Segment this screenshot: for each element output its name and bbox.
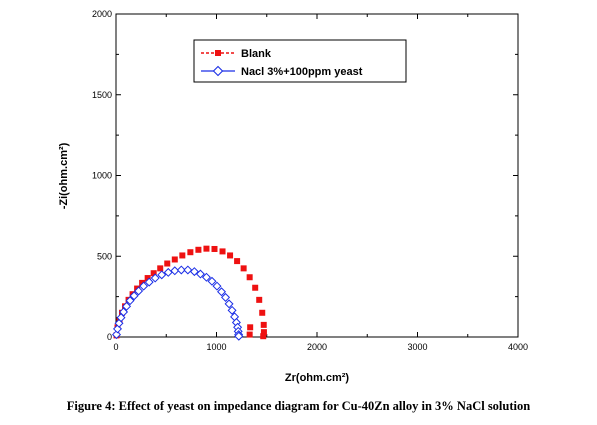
data-point-blank (164, 260, 171, 267)
data-point-blank (211, 245, 218, 252)
data-point-blank (256, 296, 263, 303)
data-point-yeast (207, 276, 217, 286)
data-point-yeast (150, 273, 160, 283)
data-point-yeast (221, 292, 231, 302)
data-point-blank (157, 265, 164, 272)
data-point-blank (260, 329, 267, 336)
series-yeast (111, 265, 244, 341)
data-point-blank (150, 270, 157, 277)
impedance-chart: 0 1000 2000 3000 4000 0 500 1000 1500 2000 Zr(oh… (58, 9, 528, 384)
data-point-blank (234, 258, 241, 265)
legend: Blank Nacl 3%+100ppm yeast (193, 39, 407, 83)
data-point-yeast (201, 272, 211, 282)
data-point-blank (246, 331, 253, 338)
data-point-blank (144, 275, 151, 282)
data-point-yeast (119, 307, 129, 317)
legend-box (193, 39, 407, 83)
x-tick-label: 3000 (407, 342, 427, 352)
data-point-yeast (176, 265, 186, 275)
data-point-yeast (195, 269, 205, 279)
data-point-yeast (157, 270, 167, 280)
y-tick-labels: 0 500 1000 1500 2000 (92, 9, 112, 342)
x-tick-label: 1000 (206, 342, 226, 352)
y-tick-label: 0 (107, 332, 112, 342)
data-point-yeast (144, 277, 154, 287)
legend-label-yeast: Nacl 3%+100ppm yeast (241, 66, 363, 78)
data-point-blank (227, 252, 234, 259)
legend-marker-blank (215, 50, 221, 56)
data-point-blank (187, 249, 194, 256)
data-point-yeast (111, 330, 122, 340)
legend-marker-yeast (212, 65, 224, 77)
x-tick-labels: 0 1000 2000 3000 4000 (113, 342, 528, 352)
data-point-yeast (134, 286, 144, 296)
data-point-blank (260, 333, 267, 340)
data-point-blank (139, 279, 146, 286)
y-tick-label: 500 (97, 251, 112, 261)
y-axis-title: -Zi(ohm.cm²) (58, 142, 70, 209)
x-tick-label: 2000 (307, 342, 327, 352)
data-point-blank (171, 256, 178, 263)
data-point-blank (246, 274, 253, 281)
data-point-blank (252, 284, 259, 291)
data-point-blank (259, 309, 266, 316)
data-point-blank (240, 265, 247, 272)
data-point-yeast (183, 265, 193, 275)
data-point-yeast (217, 287, 227, 297)
data-point-yeast (224, 299, 234, 309)
data-point-yeast (212, 281, 222, 291)
x-tick-label: 0 (113, 342, 118, 352)
data-point-yeast (189, 267, 199, 277)
data-point-yeast (122, 301, 132, 311)
x-tick-label: 4000 (508, 342, 528, 352)
data-point-blank (247, 324, 254, 331)
data-point-yeast (234, 331, 244, 341)
data-point-blank (203, 245, 210, 252)
y-tick-label: 1500 (92, 90, 112, 100)
y-tick-label: 1000 (92, 171, 112, 181)
figure-caption: Figure 4: Effect of yeast on impedance d… (66, 399, 531, 413)
x-axis-title: Zr(ohm.cm²) (285, 372, 350, 384)
data-point-yeast (227, 305, 237, 315)
y-tick-label: 2000 (92, 9, 112, 19)
series-layer (111, 245, 267, 341)
data-point-blank (195, 246, 202, 253)
data-point-blank (219, 248, 226, 255)
data-point-blank (260, 321, 267, 328)
data-point-yeast (125, 296, 135, 306)
legend-label-blank: Blank (241, 48, 272, 60)
data-point-yeast (129, 291, 139, 301)
data-point-blank (179, 252, 186, 259)
data-point-yeast (139, 281, 149, 291)
